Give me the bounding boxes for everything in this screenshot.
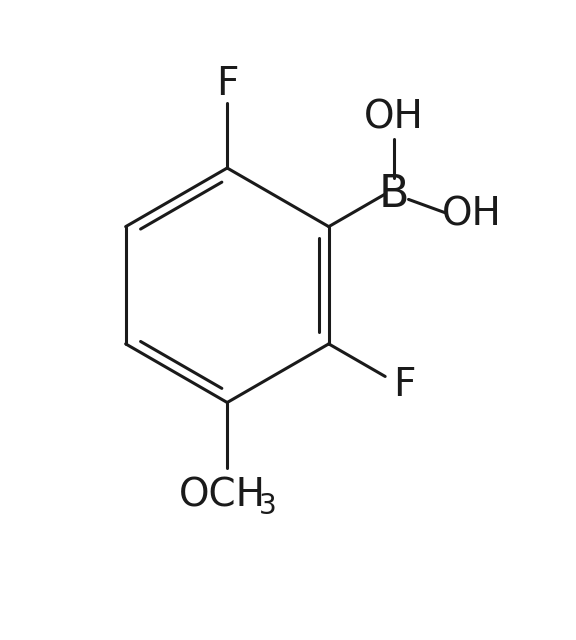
Text: OCH: OCH <box>179 476 266 515</box>
Text: OH: OH <box>364 99 424 137</box>
Text: F: F <box>216 65 238 103</box>
Text: OH: OH <box>442 196 502 234</box>
Text: F: F <box>393 366 415 404</box>
Text: B: B <box>378 173 409 216</box>
Text: 3: 3 <box>259 492 277 520</box>
